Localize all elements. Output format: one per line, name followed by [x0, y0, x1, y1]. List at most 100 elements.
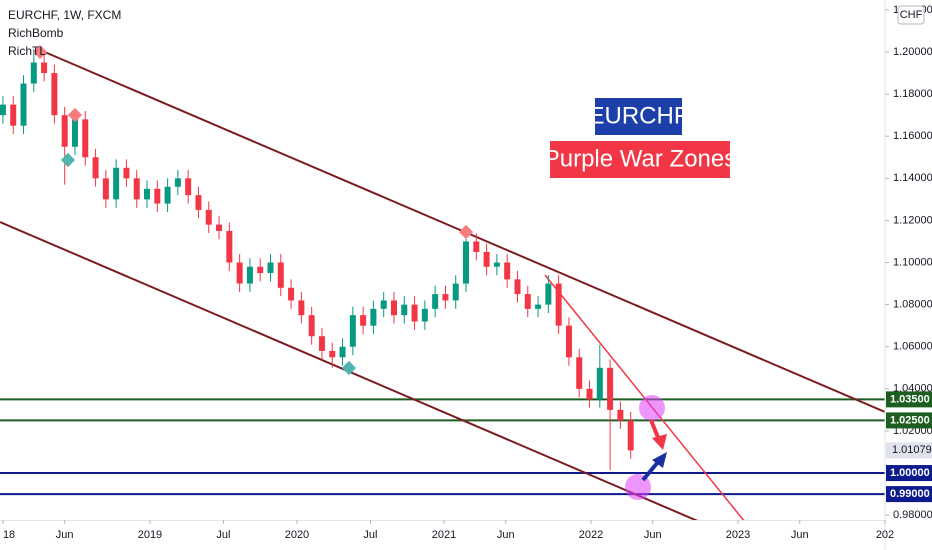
candle-body [195, 195, 202, 210]
candle-body [370, 308, 377, 326]
zone-circle [639, 395, 665, 421]
candle-body [504, 262, 511, 280]
candle-body [627, 420, 634, 451]
candle-body [329, 350, 336, 358]
subtitle-box [550, 141, 730, 178]
currency-badge [897, 5, 925, 25]
candle-body [524, 294, 531, 309]
candle-body [246, 266, 253, 284]
indicator: RichTL [8, 44, 46, 58]
candle-body [82, 119, 89, 158]
candle-body [113, 167, 120, 200]
candle-body [277, 262, 284, 288]
buy-signal [341, 360, 357, 376]
x-tick-label: 2022 [579, 529, 603, 541]
candle-body [298, 300, 305, 316]
level-label: 0.99000 [890, 488, 930, 500]
sell-signal [458, 224, 474, 240]
down-arrow [649, 419, 667, 450]
indicator: RichBomb [8, 26, 64, 40]
candle-body [133, 178, 140, 200]
candle-body [390, 300, 397, 316]
candle-body [339, 346, 346, 358]
x-tick-label: 2021 [432, 529, 456, 541]
level-lines [0, 398, 885, 496]
y-tick-label: 1.16000 [893, 130, 932, 142]
candle-body [257, 266, 264, 274]
candle-body [164, 186, 171, 204]
y-tick-label: 1.14000 [893, 172, 932, 184]
level-label-box [886, 391, 932, 408]
x-tick-label: Jul [363, 529, 377, 541]
candle-body [545, 283, 552, 305]
candle-body [10, 104, 17, 126]
candle-body [576, 357, 583, 389]
candle-body [442, 294, 449, 301]
y-tick-label: 1.20000 [893, 46, 932, 58]
candle-body [432, 294, 439, 309]
x-tick-label: 2020 [285, 529, 309, 541]
candle-body [236, 262, 243, 284]
level-label: 1.03500 [890, 393, 930, 405]
candle-body [380, 300, 387, 309]
last-price-label: 1.01079 [892, 444, 932, 456]
candle-body [596, 367, 603, 400]
symbol: EURCHF, 1W, FXCM [8, 8, 121, 22]
candle-body [102, 178, 109, 200]
last-price-box [886, 442, 932, 459]
y-tick-label: 1.12000 [893, 214, 932, 226]
candle-body [288, 287, 295, 301]
level-label-box [886, 486, 932, 503]
y-tick-label: 1.18000 [893, 88, 932, 100]
candle-body [185, 178, 192, 196]
candle-body [463, 241, 470, 284]
y-tick-label: 0.98000 [893, 509, 932, 521]
candle-body [452, 283, 459, 301]
candle-body [61, 115, 68, 147]
y-tick-label: 1.10000 [893, 256, 932, 268]
title: EURCHF [589, 102, 689, 129]
x-tick-label: 2023 [726, 529, 750, 541]
candle-body [0, 104, 6, 116]
candle-body [535, 304, 542, 309]
candle-body [318, 336, 325, 351]
subtitle: Purple War Zones [544, 145, 737, 172]
candle-body [92, 157, 99, 179]
candle-body [71, 119, 78, 147]
candle-body [154, 188, 161, 204]
candle-body [174, 178, 181, 187]
currency: CHF [900, 9, 923, 21]
candles [0, 48, 634, 471]
x-tick-label: 18 [3, 529, 15, 541]
title-box [595, 98, 682, 135]
candle-body [401, 304, 408, 316]
candle-body [555, 283, 562, 326]
x-tick-label: 2019 [138, 529, 162, 541]
candle-body [123, 167, 130, 179]
candle-body [226, 230, 233, 263]
candle-body [205, 209, 212, 225]
candle-body [483, 252, 490, 267]
candle-body [586, 388, 593, 400]
level-label: 1.00000 [890, 467, 930, 479]
candle-body [20, 83, 27, 126]
candle-body [473, 241, 480, 252]
y-tick-label: 1.08000 [893, 299, 932, 311]
candle-body [349, 315, 356, 347]
level-label-box [886, 465, 932, 482]
candle-body [360, 315, 367, 326]
candle-body [51, 73, 58, 116]
candle-body [144, 188, 151, 200]
plot-area: EURCHF Purple War Zones [0, 44, 885, 520]
candle-body [421, 308, 428, 322]
x-tick-label: 202 [876, 529, 894, 541]
candle-body [216, 224, 223, 231]
x-tick-label: Jul [216, 529, 230, 541]
sell-signal [32, 44, 48, 60]
candle-body [617, 409, 624, 421]
level-label-box [886, 412, 932, 429]
x-tick-label: Jun [791, 529, 809, 541]
x-tick-label: Jun [644, 529, 662, 541]
candle-body [267, 262, 274, 274]
